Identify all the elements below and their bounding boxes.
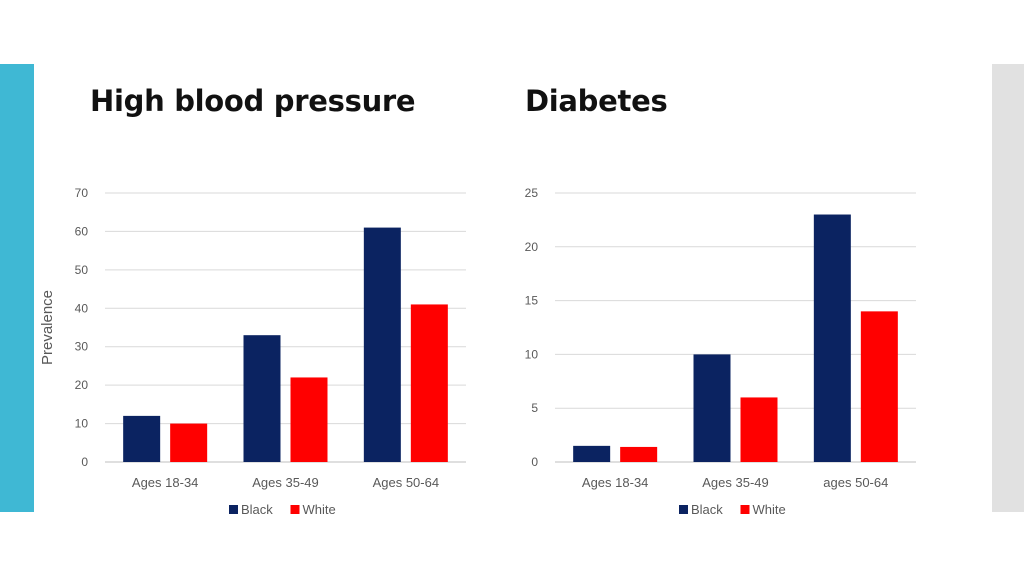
- chart-title-diabetes: Diabetes: [525, 84, 668, 118]
- legend-label-white: White: [303, 502, 336, 517]
- bar-white-ages-18-34: [620, 446, 658, 462]
- bar-black-ages-18-34: [573, 445, 611, 462]
- chart-high-blood-pressure: 0 10 20 30 40 50 60 70 Prevalence Ages 18-34 Ages …: [39, 186, 466, 517]
- y-tick-label-5: 5: [531, 401, 538, 415]
- legend-swatch-black: [229, 505, 238, 514]
- bar-black-ages-50-64: [813, 214, 851, 462]
- chart-title-high-blood-pressure: High blood pressure: [90, 84, 416, 118]
- bar-white-ages-18-34: [170, 423, 208, 462]
- y-tick-label-15: 15: [525, 294, 539, 308]
- legend-swatch-black: [679, 505, 688, 514]
- y-tick-label-0: 0: [531, 455, 538, 469]
- accent-bar: [0, 64, 34, 512]
- y-tick-label-70: 70: [75, 186, 89, 200]
- y-tick-label-10: 10: [75, 417, 89, 431]
- y-tick-label-30: 30: [75, 340, 89, 354]
- y-tick-label-10: 10: [525, 347, 539, 361]
- x-tick-label-ages-18-34: Ages 18-34: [132, 475, 199, 490]
- y-tick-label-50: 50: [75, 263, 89, 277]
- bar-black-ages-18-34: [123, 415, 161, 462]
- legend-swatch-white: [290, 505, 300, 514]
- bar-white-ages-50-64: [410, 304, 448, 462]
- x-tick-label-ages-50-64: Ages 50-64: [373, 475, 440, 490]
- legend-swatch-white: [740, 505, 750, 514]
- x-tick-label-ages-50-64: ages 50-64: [823, 475, 888, 490]
- legend-label-black: Black: [691, 502, 723, 517]
- bar-black-ages-35-49: [693, 354, 731, 462]
- bar-white-ages-35-49: [740, 397, 778, 462]
- y-axis-label: Prevalence: [39, 290, 56, 365]
- y-tick-label-20: 20: [75, 378, 89, 392]
- bar-black-ages-50-64: [363, 227, 401, 462]
- bar-white-ages-35-49: [290, 377, 328, 462]
- legend-label-white: White: [753, 502, 786, 517]
- y-tick-label-40: 40: [75, 301, 89, 315]
- bar-white-ages-50-64: [860, 311, 898, 462]
- x-tick-label-ages-35-49: Ages 35-49: [702, 475, 769, 490]
- y-tick-label-20: 20: [525, 240, 539, 254]
- y-tick-label-0: 0: [81, 455, 88, 469]
- bar-black-ages-35-49: [243, 335, 281, 462]
- y-tick-label-25: 25: [525, 186, 539, 200]
- legend-label-black: Black: [241, 502, 273, 517]
- chart-diabetes: 0 5 10 15 20 25 Ages 18-34 Ages 35-49 ages 50-64…: [525, 186, 916, 517]
- right-side-panel: [992, 64, 1024, 512]
- x-tick-label-ages-18-34: Ages 18-34: [582, 475, 649, 490]
- x-tick-label-ages-35-49: Ages 35-49: [252, 475, 319, 490]
- y-tick-label-60: 60: [75, 224, 89, 238]
